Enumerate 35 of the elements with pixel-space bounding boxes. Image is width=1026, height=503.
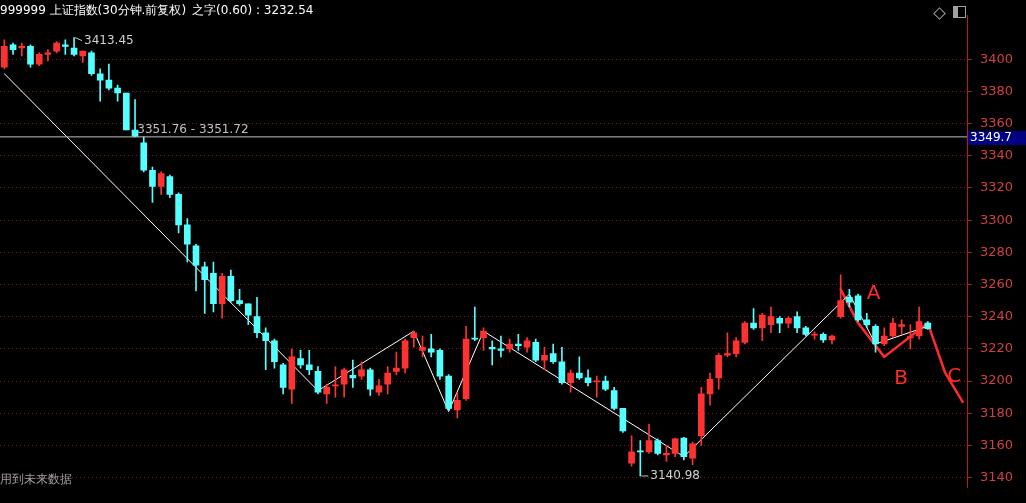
text: 3349.7 <box>970 130 1012 145</box>
y-tick-label: 3300 <box>980 211 1014 227</box>
candlestick <box>262 327 270 371</box>
y-tick-label: 3240 <box>980 308 1014 324</box>
candlestick <box>18 42 26 57</box>
y-tick-label: 3380 <box>980 82 1014 98</box>
candlestick <box>636 440 644 477</box>
y-tick-label: 3280 <box>980 243 1014 259</box>
y-tick-label: 3160 <box>980 436 1014 452</box>
y-tick-label: 3320 <box>980 179 1014 195</box>
candlestick <box>576 356 583 380</box>
y-tick-label: 3340 <box>980 147 1014 163</box>
candlestick <box>96 68 104 102</box>
chart-title: 999999 上证指数(30分钟.前复权) <box>0 3 187 17</box>
y-tick-label: 3260 <box>980 275 1014 291</box>
annotation: B <box>894 365 908 390</box>
annotation: C <box>947 363 962 388</box>
y-tick-label: 3220 <box>980 340 1014 356</box>
y-tick-label: 3140 <box>980 468 1014 484</box>
y-tick-label: 3360 <box>980 114 1014 130</box>
y-tick-label: 3200 <box>980 372 1014 388</box>
annotation: 3413.45 <box>84 32 134 47</box>
annotation: 3140.98 <box>650 468 700 483</box>
annotation: A <box>866 279 881 304</box>
y-tick-label: 3180 <box>980 404 1014 420</box>
y-tick-label: 3400 <box>980 50 1014 66</box>
annotation: 用到未来数据 <box>0 472 72 487</box>
candlestick <box>349 359 357 388</box>
candlestick <box>305 350 313 375</box>
chart-subtitle: 之字(0.60) : 3232.54 <box>192 3 314 17</box>
candlestick <box>593 375 601 398</box>
candlestick <box>471 306 479 342</box>
candlestick <box>488 340 496 366</box>
candlestick <box>44 49 52 62</box>
annotation: 3351.76 - 3351.72 <box>137 122 249 137</box>
